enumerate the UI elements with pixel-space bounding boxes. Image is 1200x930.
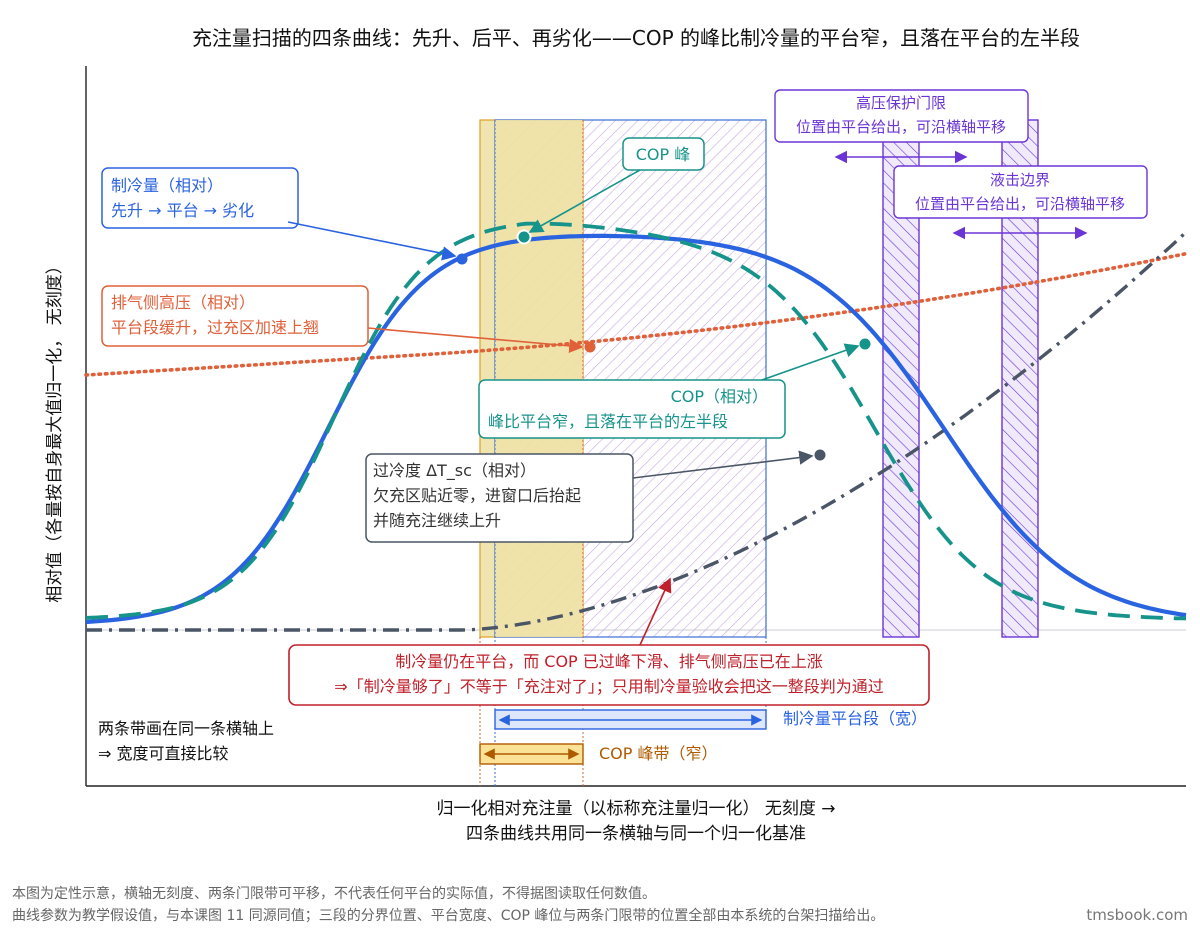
x-axis-label: 归一化相对充注量（以标称充注量归一化） 无刻度 → <box>436 799 835 819</box>
annotation-discharge: 排气侧高压（相对） 平台段缓升，过充区加速上翘 <box>101 285 584 354</box>
annotation-subcool: 过冷度 ΔT_sc（相对） 欠充区贴近零，进窗口后抬起 并随充注继续上升 <box>365 450 814 543</box>
annotation-subcool-desc1: 欠充区贴近零，进窗口后抬起 <box>373 486 581 505</box>
annotation-cop-title: COP（相对） <box>671 387 768 406</box>
annotation-cooling-desc: 先升 → 平台 → 劣化 <box>111 201 254 220</box>
marker-cooling <box>456 253 468 265</box>
annotation-liquid-limit-title: 液击边界 <box>990 171 1050 189</box>
annotation-discharge-desc: 平台段缓升，过充区加速上翘 <box>111 318 319 337</box>
annotation-cop: COP（相对） 峰比平台窄，且落在平台的左半段 <box>478 343 860 439</box>
cop-legend-label: COP 峰带（窄） <box>599 744 718 763</box>
footer-note-2: 曲线参数为教学假设值，与本课图 11 同源同值；三段的分界位置、平台宽度、COP… <box>12 907 884 924</box>
plateau-legend-label: 制冷量平台段（宽） <box>783 709 927 728</box>
annotation-subcool-desc2: 并随充注继续上升 <box>373 511 501 530</box>
x-axis-sublabel: 四条曲线共用同一条横轴与同一个归一化基准 <box>466 824 806 844</box>
annotation-liquid-limit-desc: 位置由平台给出，可沿横轴平移 <box>915 195 1125 213</box>
chart-title: 充注量扫描的四条曲线：先升、后平、再劣化——COP 的峰比制冷量的平台窄，且落在… <box>192 26 1080 50</box>
annotation-cop-peak-label: COP 峰 <box>636 145 691 164</box>
annotation-hp-limit-title: 高压保护门限 <box>856 94 946 112</box>
annotation-cooling-title: 制冷量（相对） <box>111 176 223 195</box>
marker-discharge <box>584 341 596 353</box>
annotation-warning-line2: ⇒「制冷量够了」不等于「充注对了」；只用制冷量验收会把这一整段判为通过 <box>334 677 883 696</box>
annotation-discharge-title: 排气侧高压（相对） <box>111 293 255 312</box>
band-legend-note1: 两条带画在同一条横轴上 <box>98 719 274 738</box>
annotation-warning: 制冷量仍在平台，而 COP 已过峰下滑、排气侧高压已在上涨 ⇒「制冷量够了」不等… <box>288 577 930 706</box>
marker-subcool <box>814 449 826 461</box>
marker-cop <box>859 338 871 350</box>
marker-cop-peak <box>516 229 532 245</box>
annotation-warning-line1: 制冷量仍在平台，而 COP 已过峰下滑、排气侧高压已在上涨 <box>395 652 823 671</box>
annotation-liquid-limit: 液击边界 位置由平台给出，可沿横轴平移 <box>893 165 1148 240</box>
series-cop-line <box>85 221 1187 621</box>
annotation-subcool-title: 过冷度 ΔT_sc（相对） <box>373 461 536 481</box>
y-axis-label: 相对值（各量按自身最大值归一化， 无刻度） <box>45 257 65 602</box>
band-legend: 两条带画在同一条横轴上 ⇒ 宽度可直接比较 制冷量平台段（宽） COP 峰带（窄… <box>98 709 927 765</box>
annotation-hp-limit: 高压保护门限 位置由平台给出，可沿横轴平移 <box>774 89 1029 164</box>
annotation-cooling: 制冷量（相对） 先升 → 平台 → 劣化 <box>101 167 457 261</box>
series-discharge-pressure-line <box>84 251 1188 377</box>
cop-band-overlap <box>495 120 583 637</box>
footer-note-1: 本图为定性示意，横轴无刻度、两条门限带可平移，不代表任何平台的实际值，不得据图读… <box>12 885 656 902</box>
footer-brand: tmsbook.com <box>1086 906 1188 924</box>
band-legend-note2: ⇒ 宽度可直接比较 <box>98 744 229 763</box>
series-cooling-capacity-line <box>85 233 1187 625</box>
annotation-hp-limit-desc: 位置由平台给出，可沿横轴平移 <box>796 118 1006 136</box>
annotation-cop-peak: COP 峰 <box>528 137 705 233</box>
annotation-cop-desc: 峰比平台窄，且落在平台的左半段 <box>488 412 728 431</box>
